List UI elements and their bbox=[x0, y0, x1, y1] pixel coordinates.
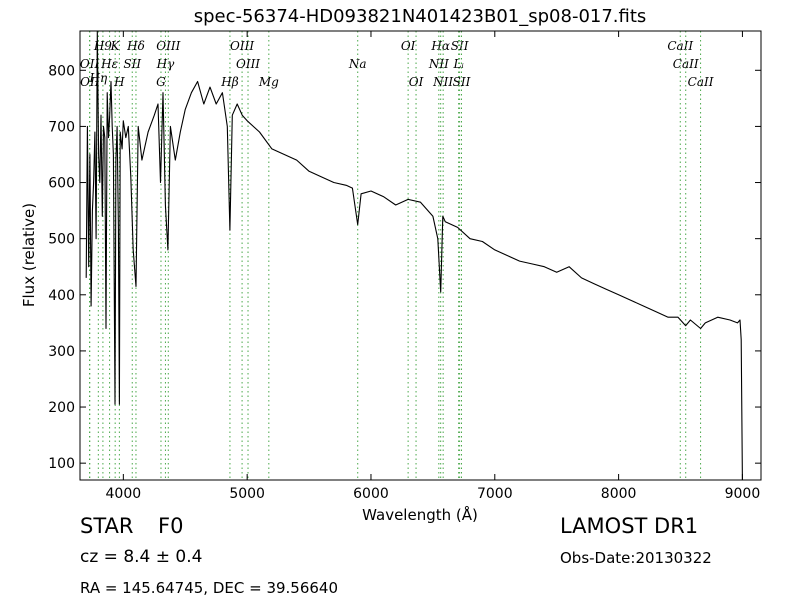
y-tick-label-1: 200 bbox=[48, 400, 75, 416]
marker-label-27: CaII bbox=[688, 75, 714, 89]
marker-label-3: OIII bbox=[156, 39, 180, 53]
object-subclass: F0 bbox=[158, 514, 184, 538]
x-tick-label-2: 6000 bbox=[353, 486, 389, 502]
x-tick-label-1: 5000 bbox=[229, 486, 265, 502]
x-axis-label: Wavelength (Å) bbox=[362, 505, 478, 524]
object-type: STAR bbox=[80, 514, 134, 538]
plot-frame bbox=[79, 30, 762, 481]
y-tick-label-0: 100 bbox=[48, 456, 75, 472]
marker-label-24: OI bbox=[409, 75, 424, 89]
marker-label-21: G bbox=[156, 75, 166, 89]
marker-label-15: NII bbox=[428, 57, 449, 71]
marker-label-17: CaII bbox=[673, 57, 699, 71]
y-tick-label-2: 300 bbox=[48, 344, 75, 360]
chart-title: spec-56374-HD093821N401423B01_sp08-017.f… bbox=[194, 6, 647, 27]
marker-label-10: Hε bbox=[100, 57, 118, 71]
y-tick-label-5: 600 bbox=[48, 176, 75, 192]
coordinates-text: RA = 145.64745, DEC = 39.56640 bbox=[80, 579, 339, 597]
y-tick-label-6: 700 bbox=[48, 119, 75, 135]
marker-label-1: K bbox=[110, 39, 121, 53]
x-tick-label-3: 7000 bbox=[477, 486, 513, 502]
x-tick-label-4: 8000 bbox=[601, 486, 637, 502]
y-tick-label-4: 500 bbox=[48, 232, 75, 248]
marker-label-5: OI bbox=[401, 39, 416, 53]
redshift-text: cz = 8.4 ± 0.4 bbox=[80, 547, 203, 567]
marker-label-25: NII bbox=[432, 75, 453, 89]
marker-label-16: Lᵢ bbox=[452, 57, 464, 71]
marker-label-13: OIII bbox=[236, 57, 260, 71]
y-axis-label: Flux (relative) bbox=[20, 203, 38, 307]
x-tick-label-5: 9000 bbox=[725, 486, 761, 502]
marker-label-14: Na bbox=[348, 57, 367, 71]
marker-label-2: Hδ bbox=[126, 39, 145, 53]
marker-label-26: SII bbox=[453, 75, 471, 89]
y-tick-label-3: 400 bbox=[48, 288, 75, 304]
observation-date: Obs-Date:20130322 bbox=[560, 549, 712, 567]
x-tick-label-0: 4000 bbox=[106, 486, 142, 502]
marker-label-6: Hα bbox=[430, 39, 450, 53]
y-tick-label-7: 800 bbox=[48, 63, 75, 79]
spectrum-line bbox=[85, 30, 743, 481]
marker-label-19: OII bbox=[80, 75, 100, 89]
marker-label-22: Hβ bbox=[220, 75, 238, 89]
marker-label-4: OIII bbox=[230, 39, 254, 53]
spectrum-series bbox=[85, 30, 743, 481]
survey-name: LAMOST DR1 bbox=[560, 514, 699, 538]
marker-label-8: CaII bbox=[667, 39, 693, 53]
marker-label-11: SII bbox=[123, 57, 141, 71]
marker-label-23: Mg bbox=[258, 75, 279, 89]
marker-label-7: SII bbox=[451, 39, 469, 53]
marker-label-12: Hγ bbox=[156, 57, 175, 71]
axis-ticks: 4000 5000 6000 7000 8000 9000 100 200 300 400 500 6… bbox=[48, 31, 761, 502]
marker-label-20: H bbox=[113, 75, 125, 89]
